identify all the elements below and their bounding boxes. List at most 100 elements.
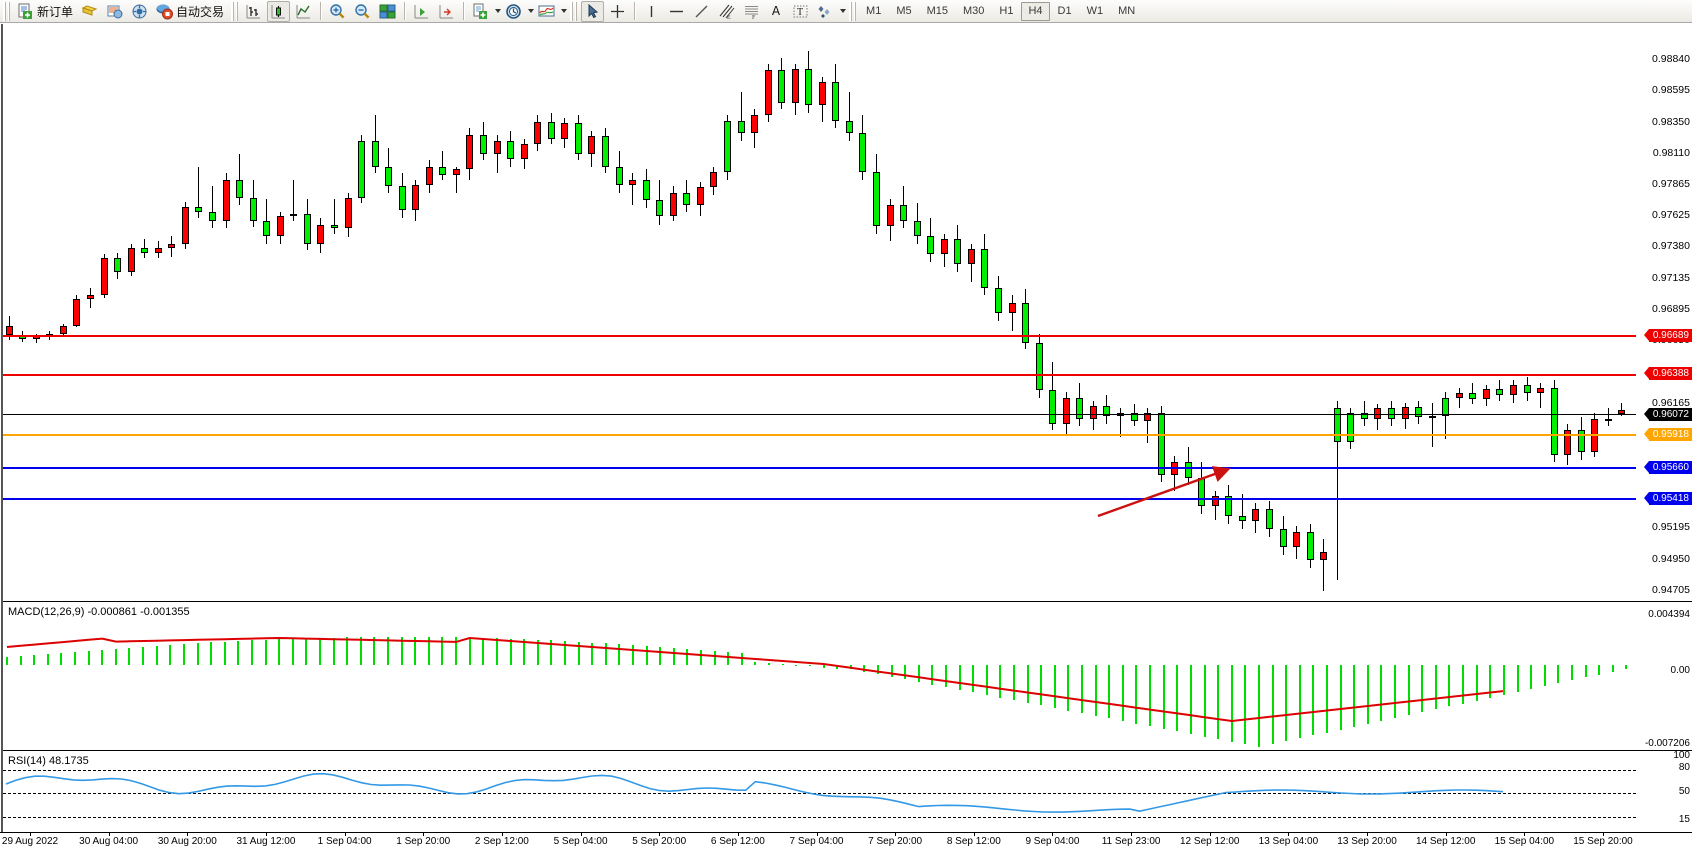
toolbar-separator-4: [634, 2, 636, 20]
timeframe-h4[interactable]: H4: [1021, 1, 1050, 21]
price-badge-current-price[interactable]: 0.96072: [1643, 407, 1692, 421]
indicators-icon: [538, 3, 555, 20]
macd-histogram-bar: [387, 637, 390, 665]
timeframe-mn[interactable]: MN: [1118, 5, 1136, 17]
toolbar-grip-4[interactable]: [849, 1, 857, 21]
zoom-in-button[interactable]: [326, 1, 349, 22]
chart-area[interactable]: USDCHF-,H4 0.96108 0.96161 0.96063 0.960…: [0, 23, 1692, 850]
timeframe-m5[interactable]: M5: [896, 5, 912, 17]
macd-histogram-bar: [210, 642, 213, 665]
macd-histogram-bar: [1285, 665, 1288, 742]
price-level-line[interactable]: [3, 467, 1636, 470]
time-axis-tick: [659, 833, 661, 836]
price-badge-pivot[interactable]: 0.95918: [1643, 427, 1692, 441]
candle-body: [737, 120, 745, 134]
navigator-button[interactable]: [128, 1, 151, 22]
candlestick: [290, 48, 298, 601]
candle-body: [1279, 529, 1287, 548]
candle-body: [913, 220, 921, 237]
market-watch-button[interactable]: [103, 1, 126, 22]
price-level-line[interactable]: [3, 434, 1636, 437]
auto-scroll-icon: [413, 3, 430, 20]
new-order-button[interactable]: 新订单: [14, 1, 76, 22]
macd-histogram-bar: [1271, 665, 1274, 745]
cursor-button[interactable]: [581, 0, 605, 22]
crosshair-icon: [609, 3, 626, 20]
candlestick: [859, 48, 867, 601]
toolbar-grip-3[interactable]: [570, 1, 578, 21]
price-axis[interactable]: 0.98840 0.98595 0.98350 0.98110 0.97865 0.976…: [1636, 48, 1692, 601]
zoom-out-button[interactable]: [351, 1, 374, 22]
vertical-line-button[interactable]: [640, 1, 663, 22]
macd-histogram-bar: [359, 637, 362, 665]
candlestick: [561, 48, 569, 601]
objects-button[interactable]: [814, 1, 837, 22]
time-axis-tick: [1445, 833, 1447, 836]
fibonacci-button[interactable]: F: [740, 1, 763, 22]
crosshair-button[interactable]: [606, 1, 629, 22]
timeframe-w1[interactable]: W1: [1086, 5, 1104, 17]
price-badge-support[interactable]: 0.95418: [1643, 491, 1692, 505]
chart-shift-button[interactable]: [435, 1, 458, 22]
price-badge-value: 0.95418: [1652, 492, 1689, 504]
line-chart-button[interactable]: [292, 1, 315, 22]
bar-chart-button[interactable]: [242, 1, 265, 22]
rsi-pane[interactable]: [3, 752, 1636, 832]
time-axis-tick: [30, 833, 31, 836]
price-level-line[interactable]: [3, 335, 1636, 338]
macd-histogram-bar: [1121, 665, 1124, 721]
candlestick-icon: [270, 3, 287, 20]
indicators-dropdown-caret[interactable]: [561, 9, 568, 13]
candle-body: [263, 220, 271, 237]
timeframe-m15[interactable]: M15: [926, 5, 948, 17]
price-level-line[interactable]: [3, 498, 1636, 501]
price-level-line[interactable]: [3, 414, 1636, 416]
price-axis-label: 0.95195: [1652, 521, 1690, 534]
candlestick: [629, 48, 637, 601]
macd-histogram-bar: [264, 639, 267, 665]
candlestick: [520, 48, 528, 601]
tile-windows-button[interactable]: [376, 1, 399, 22]
macd-pane[interactable]: [3, 603, 1636, 750]
price-badge-support[interactable]: 0.95660: [1643, 460, 1692, 474]
auto-scroll-button[interactable]: [410, 1, 433, 22]
objects-dropdown-caret[interactable]: [840, 9, 847, 13]
price-badge-resistance[interactable]: 0.96388: [1643, 367, 1692, 381]
time-axis-label: 12 Sep 12:00: [1180, 836, 1240, 847]
period-dropdown-caret[interactable]: [528, 9, 535, 13]
price-pane[interactable]: [3, 48, 1636, 601]
price-badge-resistance[interactable]: 0.96689: [1643, 328, 1692, 342]
timeframe-d1[interactable]: D1: [1057, 5, 1072, 17]
candlestick: [452, 48, 460, 601]
profiles-button[interactable]: [78, 1, 101, 22]
timeframe-h1[interactable]: H1: [999, 5, 1014, 17]
templates-button[interactable]: [469, 1, 492, 22]
period-button[interactable]: [502, 1, 525, 22]
candlestick: [1198, 48, 1206, 601]
toolbar-grip-2[interactable]: [231, 1, 239, 21]
toolbar-grip[interactable]: [3, 1, 10, 21]
trendline-button[interactable]: [690, 1, 713, 22]
time-axis[interactable]: 29 Aug 2022 30 Aug 04:00 30 Aug 20:00 31 Au…: [0, 832, 1692, 850]
timeframe-m1[interactable]: M1: [866, 5, 882, 17]
candlestick: [981, 48, 989, 601]
timeframe-m30[interactable]: M30: [963, 5, 985, 17]
autotrading-button[interactable]: 自动交易: [153, 1, 227, 22]
price-level-line[interactable]: [3, 373, 1636, 376]
candle-body: [1144, 413, 1152, 422]
candlestick: [751, 48, 759, 601]
candle-body: [723, 120, 731, 172]
indicators-button[interactable]: [535, 1, 558, 22]
label-button[interactable]: T: [789, 1, 812, 22]
horizontal-line-button[interactable]: [665, 1, 688, 22]
price-axis-label: 0.98840: [1652, 52, 1690, 65]
objects-icon: [817, 3, 834, 20]
time-axis-label: 11 Sep 23:00: [1101, 836, 1161, 847]
templates-dropdown-caret[interactable]: [495, 9, 502, 13]
candle-wick: [333, 198, 335, 234]
text-button[interactable]: A: [765, 1, 787, 22]
macd-histogram-bar: [1298, 665, 1301, 739]
price-badge-value: 0.96072: [1652, 408, 1689, 420]
equidistant-channel-button[interactable]: E: [715, 1, 738, 22]
candlestick-chart-button[interactable]: [267, 0, 291, 22]
